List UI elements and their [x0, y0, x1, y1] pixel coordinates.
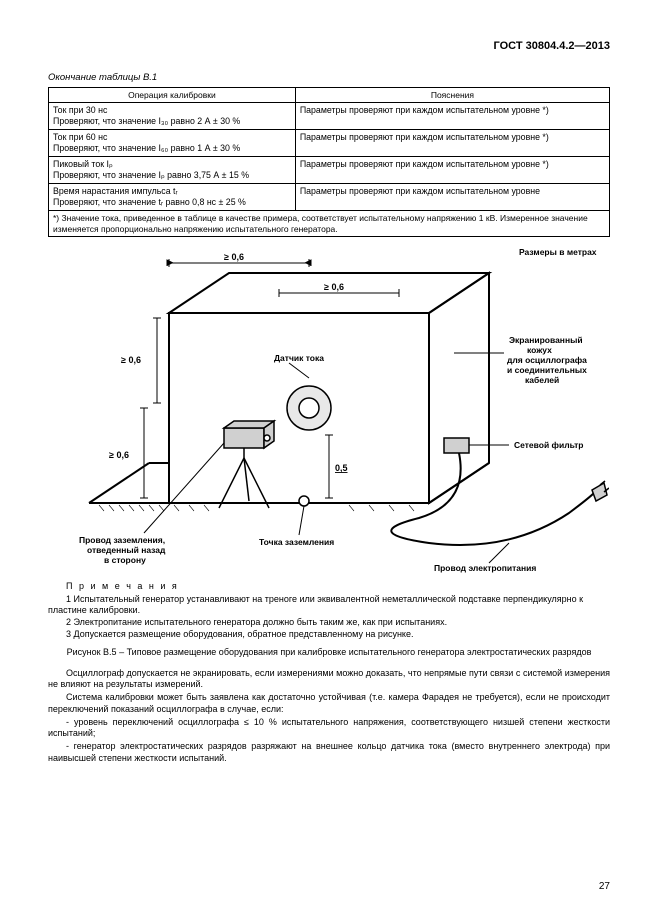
- table-end-caption: Окончание таблицы В.1: [48, 72, 610, 84]
- notes-header: П р и м е ч а н и я: [66, 581, 179, 591]
- op-line2: Проверяют, что значение I₃₀ равно 2 А ± …: [53, 116, 240, 126]
- col2-header: Пояснения: [295, 87, 609, 103]
- note-3: 3 Допускается размещение оборудования, о…: [48, 629, 610, 640]
- note-cell: Параметры проверяют при каждом испытател…: [295, 184, 609, 211]
- ground-wire-2: отведенный назад: [87, 545, 166, 555]
- calibration-table: Операция калибровки Пояснения Ток при 30…: [48, 87, 610, 238]
- ground-wire-1: Провод заземления,: [79, 535, 165, 545]
- shield-4: и соединительных: [507, 365, 587, 375]
- filter-label: Сетевой фильтр: [514, 440, 583, 450]
- op-line2: Проверяют, что значение I₆₀ равно 1 А ± …: [53, 143, 240, 153]
- op-line2: Проверяют, что значение tᵣ равно 0,8 нс …: [53, 197, 246, 207]
- note-cell: Параметры проверяют при каждом испытател…: [295, 103, 609, 130]
- table-row: Пиковый ток IₚПроверяют, что значение Iₚ…: [49, 157, 610, 184]
- shield-2: кожух: [527, 345, 552, 355]
- table-row: Ток при 60 нсПроверяют, что значение I₆₀…: [49, 130, 610, 157]
- figure-caption: Рисунок В.5 – Типовое размещение оборудо…: [48, 647, 610, 658]
- op-line2: Проверяют, что значение Iₚ равно 3,75 А …: [53, 170, 249, 180]
- dim-top2: ≥ 0,6: [324, 282, 344, 292]
- dim-05: 0,5: [335, 463, 348, 473]
- dim-left2: ≥ 0,6: [109, 450, 129, 460]
- para-3: - уровень переключений осциллографа ≤ 10…: [48, 717, 610, 740]
- note-1: 1 Испытательный генератор устанавливают …: [48, 594, 610, 617]
- op-line1: Пиковый ток Iₚ: [53, 159, 113, 169]
- table-footnote: *) Значение тока, приведенное в таблице …: [49, 211, 610, 237]
- shield-5: кабелей: [525, 375, 559, 385]
- shield-1: Экранированный: [509, 335, 583, 345]
- para-4: - генератор электростатических разрядов …: [48, 741, 610, 764]
- units-label: Размеры в метрах: [519, 247, 597, 257]
- shield-3: для осциллографа: [507, 355, 587, 365]
- table-row: Ток при 30 нсПроверяют, что значение I₃₀…: [49, 103, 610, 130]
- col1-header: Операция калибровки: [49, 87, 296, 103]
- dim-top1: ≥ 0,6: [224, 252, 244, 262]
- para-1: Осциллограф допускается не экранировать,…: [48, 668, 610, 691]
- table-row: Время нарастания импульса tᵣПроверяют, ч…: [49, 184, 610, 211]
- notes-block: П р и м е ч а н и я 1 Испытательный гене…: [48, 581, 610, 640]
- ground-wire-3: в сторону: [104, 555, 146, 565]
- table-footnote-row: *) Значение тока, приведенное в таблице …: [49, 211, 610, 237]
- standard-number: ГОСТ 30804.4.2—2013: [48, 40, 610, 54]
- figure-b5: Размеры в метрах: [48, 243, 610, 577]
- note-cell: Параметры проверяют при каждом испытател…: [295, 130, 609, 157]
- note-cell: Параметры проверяют при каждом испытател…: [295, 157, 609, 184]
- ground-point-label: Точка заземления: [259, 537, 334, 547]
- page-number: 27: [599, 881, 610, 894]
- op-line1: Ток при 30 нс: [53, 105, 107, 115]
- op-line1: Ток при 60 нс: [53, 132, 107, 142]
- power-cable-label: Провод электропитания: [434, 563, 536, 573]
- dim-left1: ≥ 0,6: [121, 355, 141, 365]
- op-line1: Время нарастания импульса tᵣ: [53, 186, 178, 196]
- note-2: 2 Электропитание испытательного генерато…: [48, 617, 610, 628]
- sensor-label: Датчик тока: [274, 353, 324, 363]
- para-2: Система калибровки может быть заявлена к…: [48, 692, 610, 715]
